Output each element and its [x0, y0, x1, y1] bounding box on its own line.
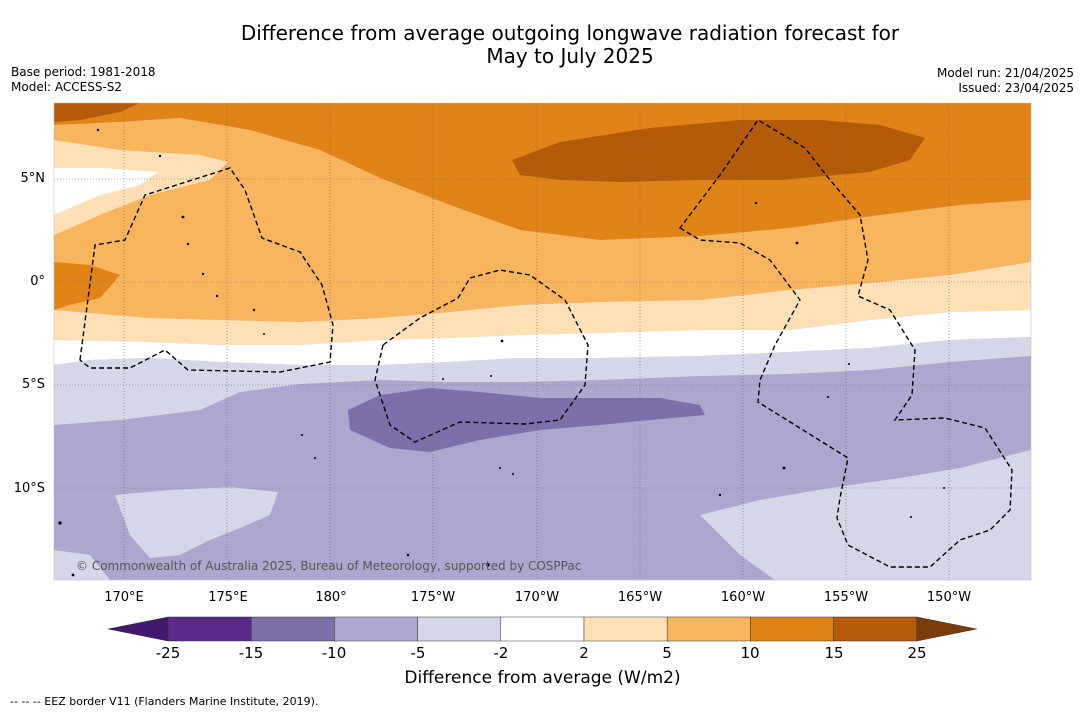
lon-label: 175°W: [410, 590, 456, 605]
colorbar-segment: [334, 616, 418, 642]
meta-right: Model run: 21/04/2025 Issued: 23/04/2025: [937, 66, 1074, 96]
lon-label: 175°E: [208, 590, 248, 605]
band-5-to-10: [54, 118, 1031, 322]
colorbar-tick: 10: [740, 644, 760, 662]
anomaly-field: [54, 103, 1031, 580]
colorbar-tick: -5: [410, 644, 426, 662]
colorbar-segment: [500, 616, 585, 642]
colorbar-label: Difference from average (W/m2): [404, 668, 681, 688]
lat-label: 10°S: [13, 481, 45, 496]
colorbar-segment: [833, 616, 918, 642]
patch-10-to-15-west: [54, 262, 120, 310]
colorbar-segment: [417, 616, 502, 642]
eez-kiribati-west: [79, 167, 334, 373]
issued-date: Issued: 23/04/2025: [958, 81, 1074, 95]
band-minus2-to-2: [54, 310, 1031, 365]
model-name: Model: ACCESS-S2: [11, 80, 123, 94]
islands: [58, 128, 945, 577]
lon-label: 155°W: [823, 590, 869, 605]
eez-footnote: -- -- -- EEZ border V11 (Flanders Marine…: [10, 695, 319, 708]
colorbar-segment: [666, 616, 751, 642]
colorbar-segment: [750, 616, 834, 642]
eez-phoenix: [374, 269, 589, 443]
colorbar-min-arrow: [107, 616, 169, 642]
meta-left: Base period: 1981-2018 Model: ACCESS-S2: [11, 65, 156, 95]
copyright-text: © Commonwealth of Australia 2025, Bureau…: [76, 559, 581, 573]
colorbar-segment: [250, 616, 335, 642]
band-minus5-to-minus2: [54, 337, 1031, 425]
colorbar: [107, 616, 977, 642]
lat-label: 0°: [30, 274, 45, 289]
colorbar-tick: 25: [907, 644, 927, 662]
patch-minus5-south-east: [700, 450, 1031, 580]
patch-15-to-25-corner: [54, 103, 140, 122]
title-line1: Difference from average outgoing longwav…: [240, 21, 900, 45]
patch-white-nw: [54, 168, 158, 215]
lon-label: 170°E: [104, 590, 144, 605]
lon-label: 170°W: [514, 590, 560, 605]
colorbar-tick: -15: [238, 644, 264, 662]
lat-label: 5°N: [20, 171, 46, 186]
patch-minus5-sw-corner: [54, 550, 110, 580]
colorbar-segment: [167, 616, 252, 642]
lon-label: 165°W: [617, 590, 663, 605]
colorbar-tick: 2: [579, 644, 589, 662]
colorbar-tick: 15: [824, 644, 844, 662]
patch-minus15-to-minus10: [348, 388, 705, 452]
patch-minus5-south-west: [115, 487, 278, 558]
lon-label: 150°W: [926, 590, 972, 605]
band-2-to-5: [54, 262, 1031, 345]
plot-frame: [53, 102, 1032, 581]
colorbar-tick: 5: [662, 644, 672, 662]
patch-2-to-5-nw: [54, 140, 228, 235]
title-line2: May to July 2025: [486, 44, 654, 68]
model-run: Model run: 21/04/2025: [936, 66, 1074, 80]
colorbar-tick: -2: [493, 644, 509, 662]
colorbar-segment: [583, 616, 668, 642]
map-title: Difference from average outgoing longwav…: [0, 22, 1085, 68]
colorbar-tick: -10: [321, 644, 347, 662]
gridlines: [54, 103, 1031, 580]
base-period: Base period: 1981-2018: [11, 65, 156, 79]
lat-label: 5°S: [21, 377, 45, 392]
eez-line-islands: [678, 119, 1013, 568]
lon-label: 160°W: [720, 590, 766, 605]
patch-15-to-25: [512, 120, 925, 182]
lon-label: 180°: [315, 590, 347, 605]
eez-borders: [79, 119, 1013, 568]
colorbar-tick: -25: [155, 644, 181, 662]
colorbar-max-arrow: [916, 616, 977, 642]
